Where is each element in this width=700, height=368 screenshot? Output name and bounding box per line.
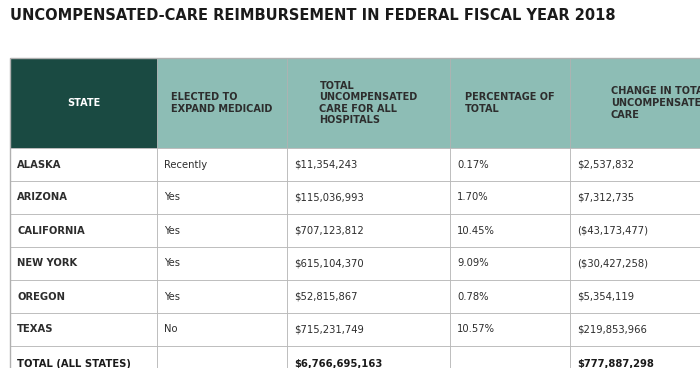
Bar — [450, 148, 570, 181]
Bar — [450, 346, 570, 368]
Text: STATE: STATE — [67, 98, 100, 108]
Text: NEW YORK: NEW YORK — [17, 258, 77, 269]
Bar — [450, 181, 570, 214]
Bar — [570, 346, 700, 368]
Bar — [157, 280, 287, 313]
Text: Recently: Recently — [164, 159, 207, 170]
Text: 9.09%: 9.09% — [457, 258, 489, 269]
Text: CHANGE IN TOTAL
UNCOMPENSATED
CARE: CHANGE IN TOTAL UNCOMPENSATED CARE — [610, 86, 700, 120]
Bar — [287, 214, 450, 247]
Text: Yes: Yes — [164, 226, 180, 236]
Text: $115,036,993: $115,036,993 — [294, 192, 364, 202]
Bar — [10, 247, 157, 280]
Text: $615,104,370: $615,104,370 — [294, 258, 363, 269]
Text: $7,312,735: $7,312,735 — [577, 192, 634, 202]
Bar — [10, 58, 700, 368]
Bar — [10, 313, 157, 346]
Bar — [10, 214, 157, 247]
Text: UNCOMPENSATED-CARE REIMBURSEMENT IN FEDERAL FISCAL YEAR 2018: UNCOMPENSATED-CARE REIMBURSEMENT IN FEDE… — [10, 8, 615, 23]
Text: TEXAS: TEXAS — [17, 325, 53, 335]
Bar — [10, 181, 157, 214]
Text: ELECTED TO
EXPAND MEDICAID: ELECTED TO EXPAND MEDICAID — [172, 92, 273, 114]
Text: Yes: Yes — [164, 258, 180, 269]
Bar — [157, 214, 287, 247]
Bar — [287, 247, 450, 280]
Text: 10.45%: 10.45% — [457, 226, 495, 236]
Text: $707,123,812: $707,123,812 — [294, 226, 364, 236]
Text: CALIFORNIA: CALIFORNIA — [17, 226, 85, 236]
Bar — [570, 181, 700, 214]
Bar — [157, 148, 287, 181]
Text: 1.70%: 1.70% — [457, 192, 489, 202]
Bar — [287, 346, 450, 368]
Bar — [570, 247, 700, 280]
Text: $5,354,119: $5,354,119 — [577, 291, 634, 301]
Text: $219,853,966: $219,853,966 — [577, 325, 647, 335]
Bar — [10, 148, 157, 181]
Text: $11,354,243: $11,354,243 — [294, 159, 357, 170]
Bar — [287, 280, 450, 313]
Text: Yes: Yes — [164, 291, 180, 301]
Bar — [10, 58, 157, 148]
Text: Yes: Yes — [164, 192, 180, 202]
Text: $6,766,695,163: $6,766,695,163 — [294, 359, 382, 368]
Bar — [287, 313, 450, 346]
Text: 0.78%: 0.78% — [457, 291, 489, 301]
Bar — [570, 313, 700, 346]
Text: $777,887,298: $777,887,298 — [577, 359, 654, 368]
Text: $715,231,749: $715,231,749 — [294, 325, 364, 335]
Text: $2,537,832: $2,537,832 — [577, 159, 634, 170]
Bar — [10, 346, 157, 368]
Bar — [10, 280, 157, 313]
Text: OREGON: OREGON — [17, 291, 65, 301]
Bar — [157, 346, 287, 368]
Text: TOTAL (ALL STATES): TOTAL (ALL STATES) — [17, 359, 131, 368]
Bar — [287, 181, 450, 214]
Text: PERCENTAGE OF
TOTAL: PERCENTAGE OF TOTAL — [466, 92, 555, 114]
Bar — [287, 58, 450, 148]
Text: ($43,173,477): ($43,173,477) — [577, 226, 648, 236]
Bar — [570, 214, 700, 247]
Bar — [287, 148, 450, 181]
Text: $52,815,867: $52,815,867 — [294, 291, 358, 301]
Text: ALASKA: ALASKA — [17, 159, 62, 170]
Bar — [157, 313, 287, 346]
Text: No: No — [164, 325, 178, 335]
Text: ($30,427,258): ($30,427,258) — [577, 258, 648, 269]
Bar — [157, 247, 287, 280]
Bar — [450, 58, 570, 148]
Bar — [157, 181, 287, 214]
Text: TOTAL
UNCOMPENSATED
CARE FOR ALL
HOSPITALS: TOTAL UNCOMPENSATED CARE FOR ALL HOSPITA… — [319, 81, 418, 125]
Bar — [157, 58, 287, 148]
Bar — [450, 214, 570, 247]
Bar — [450, 280, 570, 313]
Text: 10.57%: 10.57% — [457, 325, 495, 335]
Text: ARIZONA: ARIZONA — [17, 192, 68, 202]
Bar — [570, 58, 700, 148]
Bar — [570, 148, 700, 181]
Bar — [450, 313, 570, 346]
Text: 0.17%: 0.17% — [457, 159, 489, 170]
Bar — [570, 280, 700, 313]
Bar — [450, 247, 570, 280]
